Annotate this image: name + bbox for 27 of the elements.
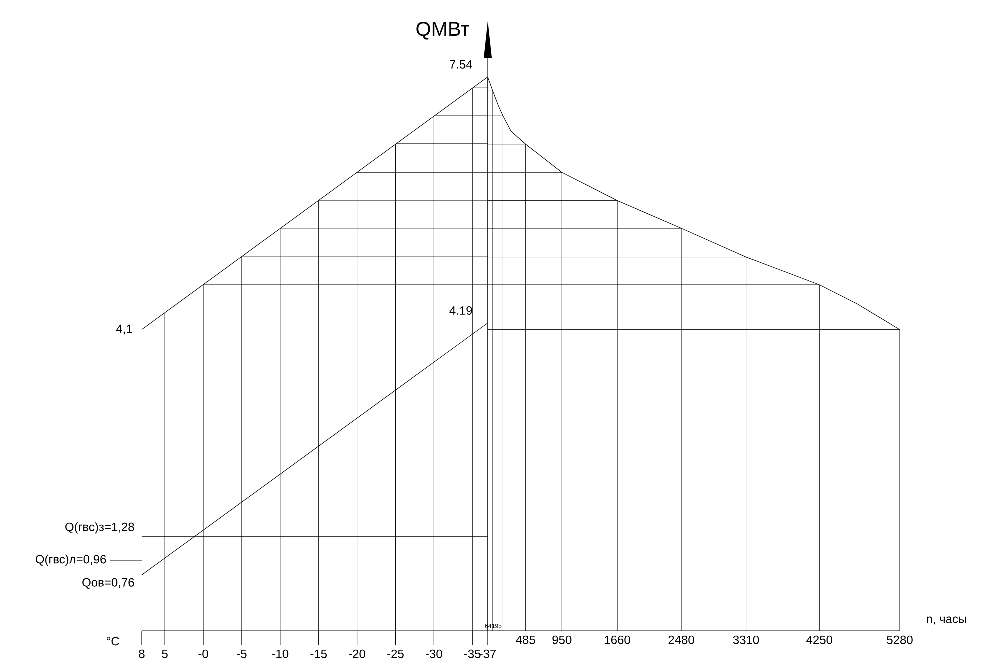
x-tick-label: -0 xyxy=(198,650,208,658)
data-label: Qов=0,76 xyxy=(82,578,134,589)
x-tick-label: 4250 xyxy=(806,636,833,644)
x-tick-label: -10 xyxy=(272,650,289,658)
data-label: 4.19 xyxy=(450,306,472,315)
x-tick-label: 485 xyxy=(516,636,536,644)
x-tick-label: 3310 xyxy=(733,636,760,644)
x-axis-title: °C xyxy=(107,637,120,646)
data-label: 4,1 xyxy=(116,324,132,335)
x-tick-label: 5 xyxy=(162,650,168,658)
x-tick-label: -37 xyxy=(480,650,496,658)
x-tick-label: 1660 xyxy=(605,636,630,644)
x-tick-label: -20 xyxy=(349,650,366,658)
x-tick-label: 950 xyxy=(552,636,572,644)
data-label: 7.54 xyxy=(450,60,472,69)
x-tick-label: -35 xyxy=(464,650,481,658)
x-tick-label: -30 xyxy=(426,650,442,658)
x-tick-label: 2480 xyxy=(668,636,694,644)
ref-line-label: Q(гвс)л=0,96 xyxy=(36,554,106,566)
x-tick-label: -15 xyxy=(310,650,328,658)
x-tick-label: 8 xyxy=(139,650,145,658)
y-axis-title: QМВт xyxy=(416,22,470,40)
x-tick-label: 5280 xyxy=(887,636,913,644)
data-label: Q(гвс)з=1,28 xyxy=(66,522,134,534)
x-tick-label: -5 xyxy=(237,650,247,658)
x-tick-label: -25 xyxy=(388,650,404,658)
x-axis-title: n, часы xyxy=(927,616,966,625)
